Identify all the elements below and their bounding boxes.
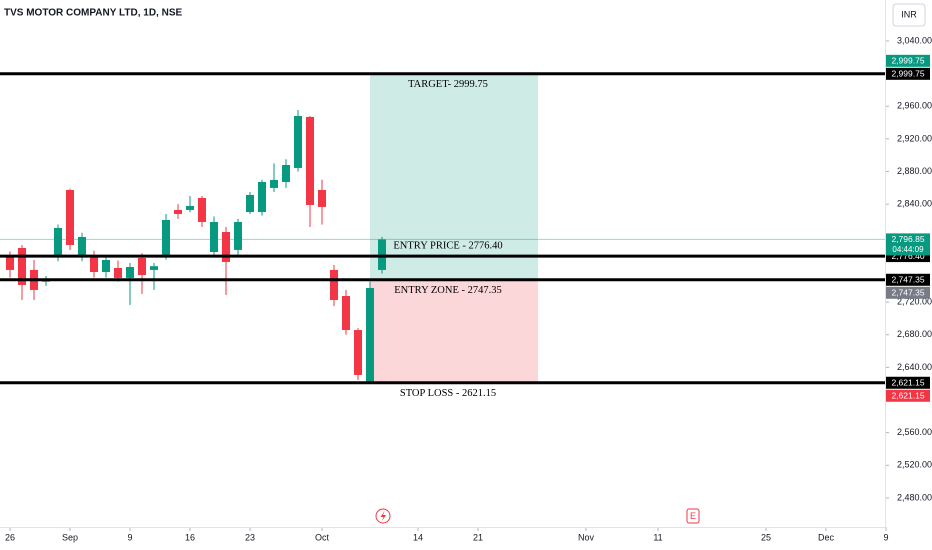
price-tag-label: 2,747.35 bbox=[891, 288, 924, 298]
candle-body bbox=[317, 189, 326, 207]
price-tag-label: 2,999.75 bbox=[891, 69, 924, 79]
candle-body bbox=[149, 266, 158, 270]
price-tag bbox=[886, 376, 930, 389]
candle-body bbox=[221, 232, 230, 262]
candle-body bbox=[185, 205, 194, 210]
candle-body bbox=[209, 221, 218, 252]
y-tick-label: 2,880.00 bbox=[897, 166, 932, 176]
candle-body bbox=[305, 116, 314, 205]
candle-body bbox=[365, 287, 374, 382]
y-tick-label: 2,960.00 bbox=[897, 101, 932, 111]
y-tick-label: 2,560.00 bbox=[897, 427, 932, 437]
x-tick-label: 25 bbox=[761, 532, 771, 542]
candle-body bbox=[5, 255, 14, 270]
x-tick-label: 9 bbox=[883, 532, 888, 542]
candle-body bbox=[197, 197, 206, 222]
earnings-marker[interactable] bbox=[686, 508, 700, 524]
x-tick-label: Nov bbox=[578, 532, 595, 542]
background-layer bbox=[0, 40, 889, 531]
candle-body bbox=[293, 115, 302, 168]
price-tag bbox=[886, 389, 930, 402]
candle-body bbox=[65, 189, 74, 245]
y-tick-label: 2,680.00 bbox=[897, 329, 932, 339]
candle-body bbox=[113, 267, 122, 278]
candle-body bbox=[245, 194, 254, 213]
candle-body bbox=[329, 269, 338, 300]
x-tick-label: 14 bbox=[413, 532, 423, 542]
candle-body bbox=[233, 221, 242, 250]
price-tag-label: 2,621.15 bbox=[891, 378, 924, 388]
x-tick-label: 23 bbox=[245, 532, 255, 542]
candle-body bbox=[281, 165, 290, 182]
candle-body bbox=[173, 209, 182, 214]
candle-body bbox=[269, 179, 278, 188]
candle-body bbox=[257, 181, 266, 213]
earnings-label: E bbox=[690, 511, 696, 521]
x-tick-label: Oct bbox=[315, 532, 330, 542]
candle-body bbox=[341, 295, 350, 331]
x-tick-label: 16 bbox=[185, 532, 195, 542]
y-tick-label: 2,920.00 bbox=[897, 133, 932, 143]
price-tag-label: 2,999.75 bbox=[891, 56, 924, 66]
candle-body bbox=[137, 257, 146, 276]
level-text: ENTRY PRICE - 2776.40 bbox=[393, 240, 502, 251]
x-tick-label: 9 bbox=[127, 532, 132, 542]
price-tag bbox=[886, 273, 930, 286]
x-tick-label: Dec bbox=[818, 532, 835, 542]
level-text: STOP LOSS - 2621.15 bbox=[400, 388, 496, 399]
price-tag-label: 2,776.40 bbox=[891, 251, 924, 261]
candle-body bbox=[101, 259, 110, 272]
y-tick-label: 2,720.00 bbox=[897, 296, 932, 306]
dividend-icon bbox=[380, 511, 386, 521]
candle-body bbox=[53, 228, 62, 256]
last-price-label: 2,796.85 bbox=[891, 234, 924, 244]
y-tick-label: 2,640.00 bbox=[897, 362, 932, 372]
x-tick-label: 11 bbox=[653, 532, 662, 542]
x-tick-label: 26 bbox=[5, 532, 15, 542]
price-tag bbox=[886, 54, 930, 67]
loss-zone bbox=[369, 279, 538, 383]
candle-body bbox=[17, 247, 26, 285]
y-tick-label: 2,840.00 bbox=[897, 199, 932, 209]
y-tick-label: 2,480.00 bbox=[897, 492, 932, 502]
price-tag-label: 2,747.35 bbox=[891, 275, 924, 285]
price-tag-label: 2,621.15 bbox=[891, 391, 924, 401]
candle-body bbox=[161, 220, 170, 256]
candle-body bbox=[89, 255, 98, 272]
last-price-tag bbox=[886, 233, 930, 256]
price-tag bbox=[886, 67, 930, 80]
candle-body bbox=[125, 267, 134, 278]
y-tick-label: 2,520.00 bbox=[897, 460, 932, 470]
price-tag bbox=[886, 286, 930, 299]
countdown-label: 04:44:09 bbox=[892, 245, 924, 254]
candle-body bbox=[77, 236, 86, 256]
y-tick-label: 3,040.00 bbox=[897, 35, 932, 45]
currency-label[interactable]: INR bbox=[901, 9, 917, 19]
x-tick-label: 21 bbox=[473, 532, 483, 542]
level-text: ENTRY ZONE - 2747.35 bbox=[394, 285, 502, 296]
x-tick-label: Sep bbox=[62, 532, 78, 542]
candle-body bbox=[353, 330, 362, 375]
chart-title: TVS MOTOR COMPANY LTD, 1D, NSE bbox=[4, 8, 182, 19]
plot-layer bbox=[0, 72, 885, 385]
currency-button[interactable] bbox=[892, 3, 926, 27]
profit-zone bbox=[369, 73, 538, 280]
level-text: TARGET- 2999.75 bbox=[408, 79, 488, 90]
